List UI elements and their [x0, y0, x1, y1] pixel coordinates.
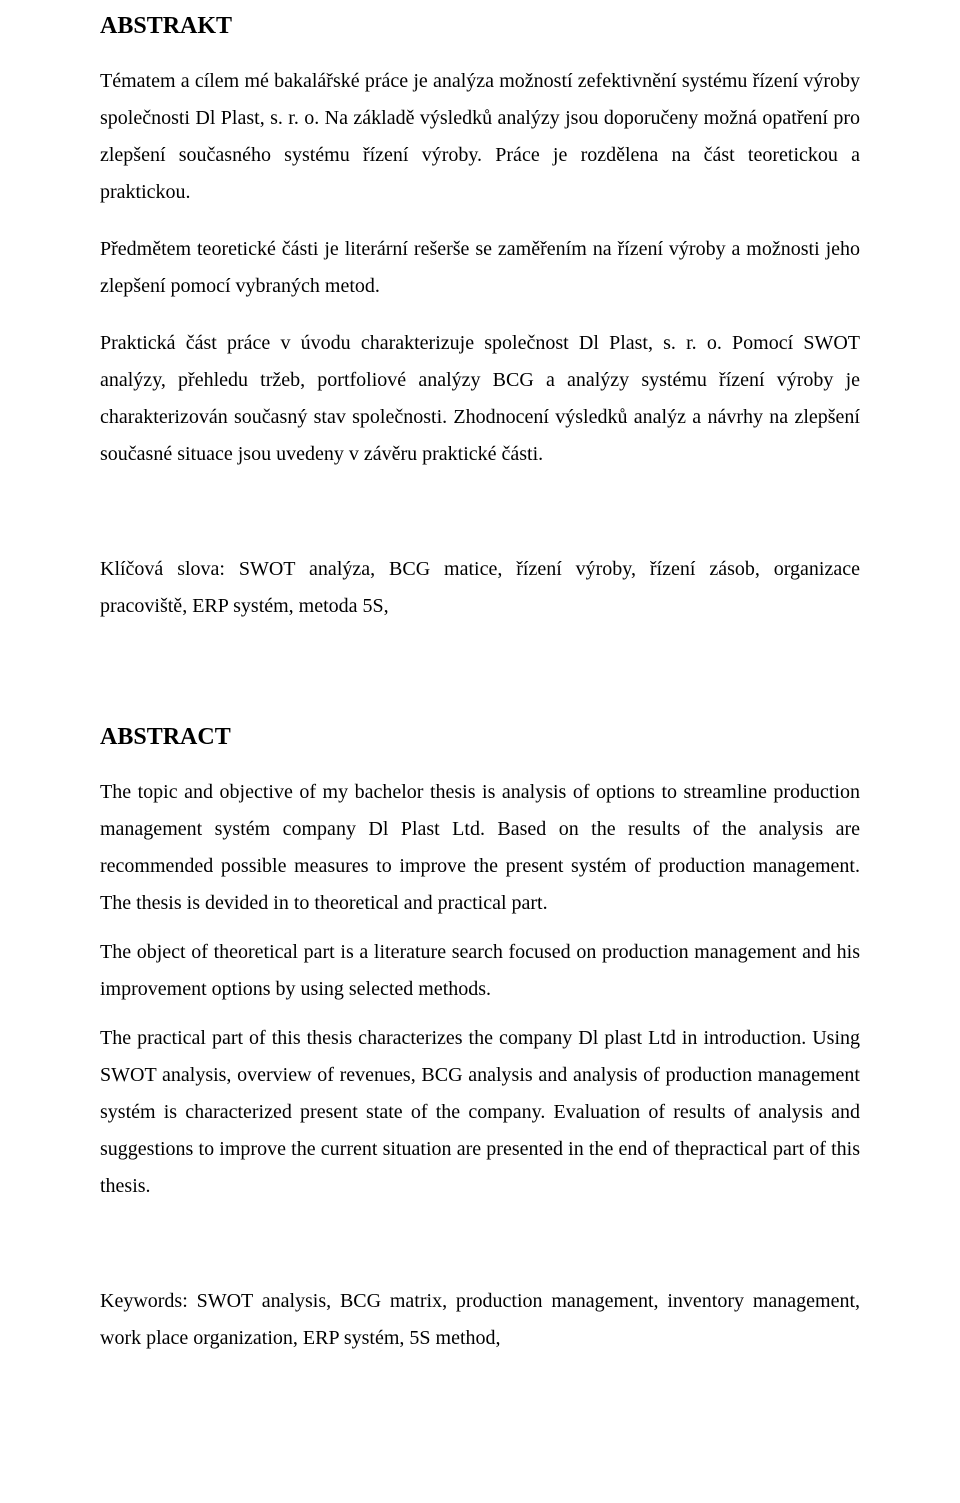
- spacer: [100, 645, 860, 723]
- keywords-cz: Klíčová slova: SWOT analýza, BCG matice,…: [100, 551, 860, 625]
- heading-abstract-en: ABSTRACT: [100, 723, 860, 752]
- paragraph-en-1: The topic and objective of my bachelor t…: [100, 774, 860, 922]
- document-page: ABSTRAKT Tématem a cílem mé bakalářské p…: [0, 0, 960, 1503]
- spacer: [100, 1225, 860, 1283]
- paragraph-cz-3: Praktická část práce v úvodu charakteriz…: [100, 325, 860, 473]
- heading-abstrakt-cz: ABSTRAKT: [100, 12, 860, 41]
- spacer: [100, 493, 860, 551]
- keywords-en: Keywords: SWOT analysis, BCG matrix, pro…: [100, 1283, 860, 1357]
- paragraph-cz-2: Předmětem teoretické části je literární …: [100, 231, 860, 305]
- paragraph-cz-1: Tématem a cílem mé bakalářské práce je a…: [100, 63, 860, 211]
- paragraph-en-3: The practical part of this thesis charac…: [100, 1020, 860, 1205]
- paragraph-en-2: The object of theoretical part is a lite…: [100, 934, 860, 1008]
